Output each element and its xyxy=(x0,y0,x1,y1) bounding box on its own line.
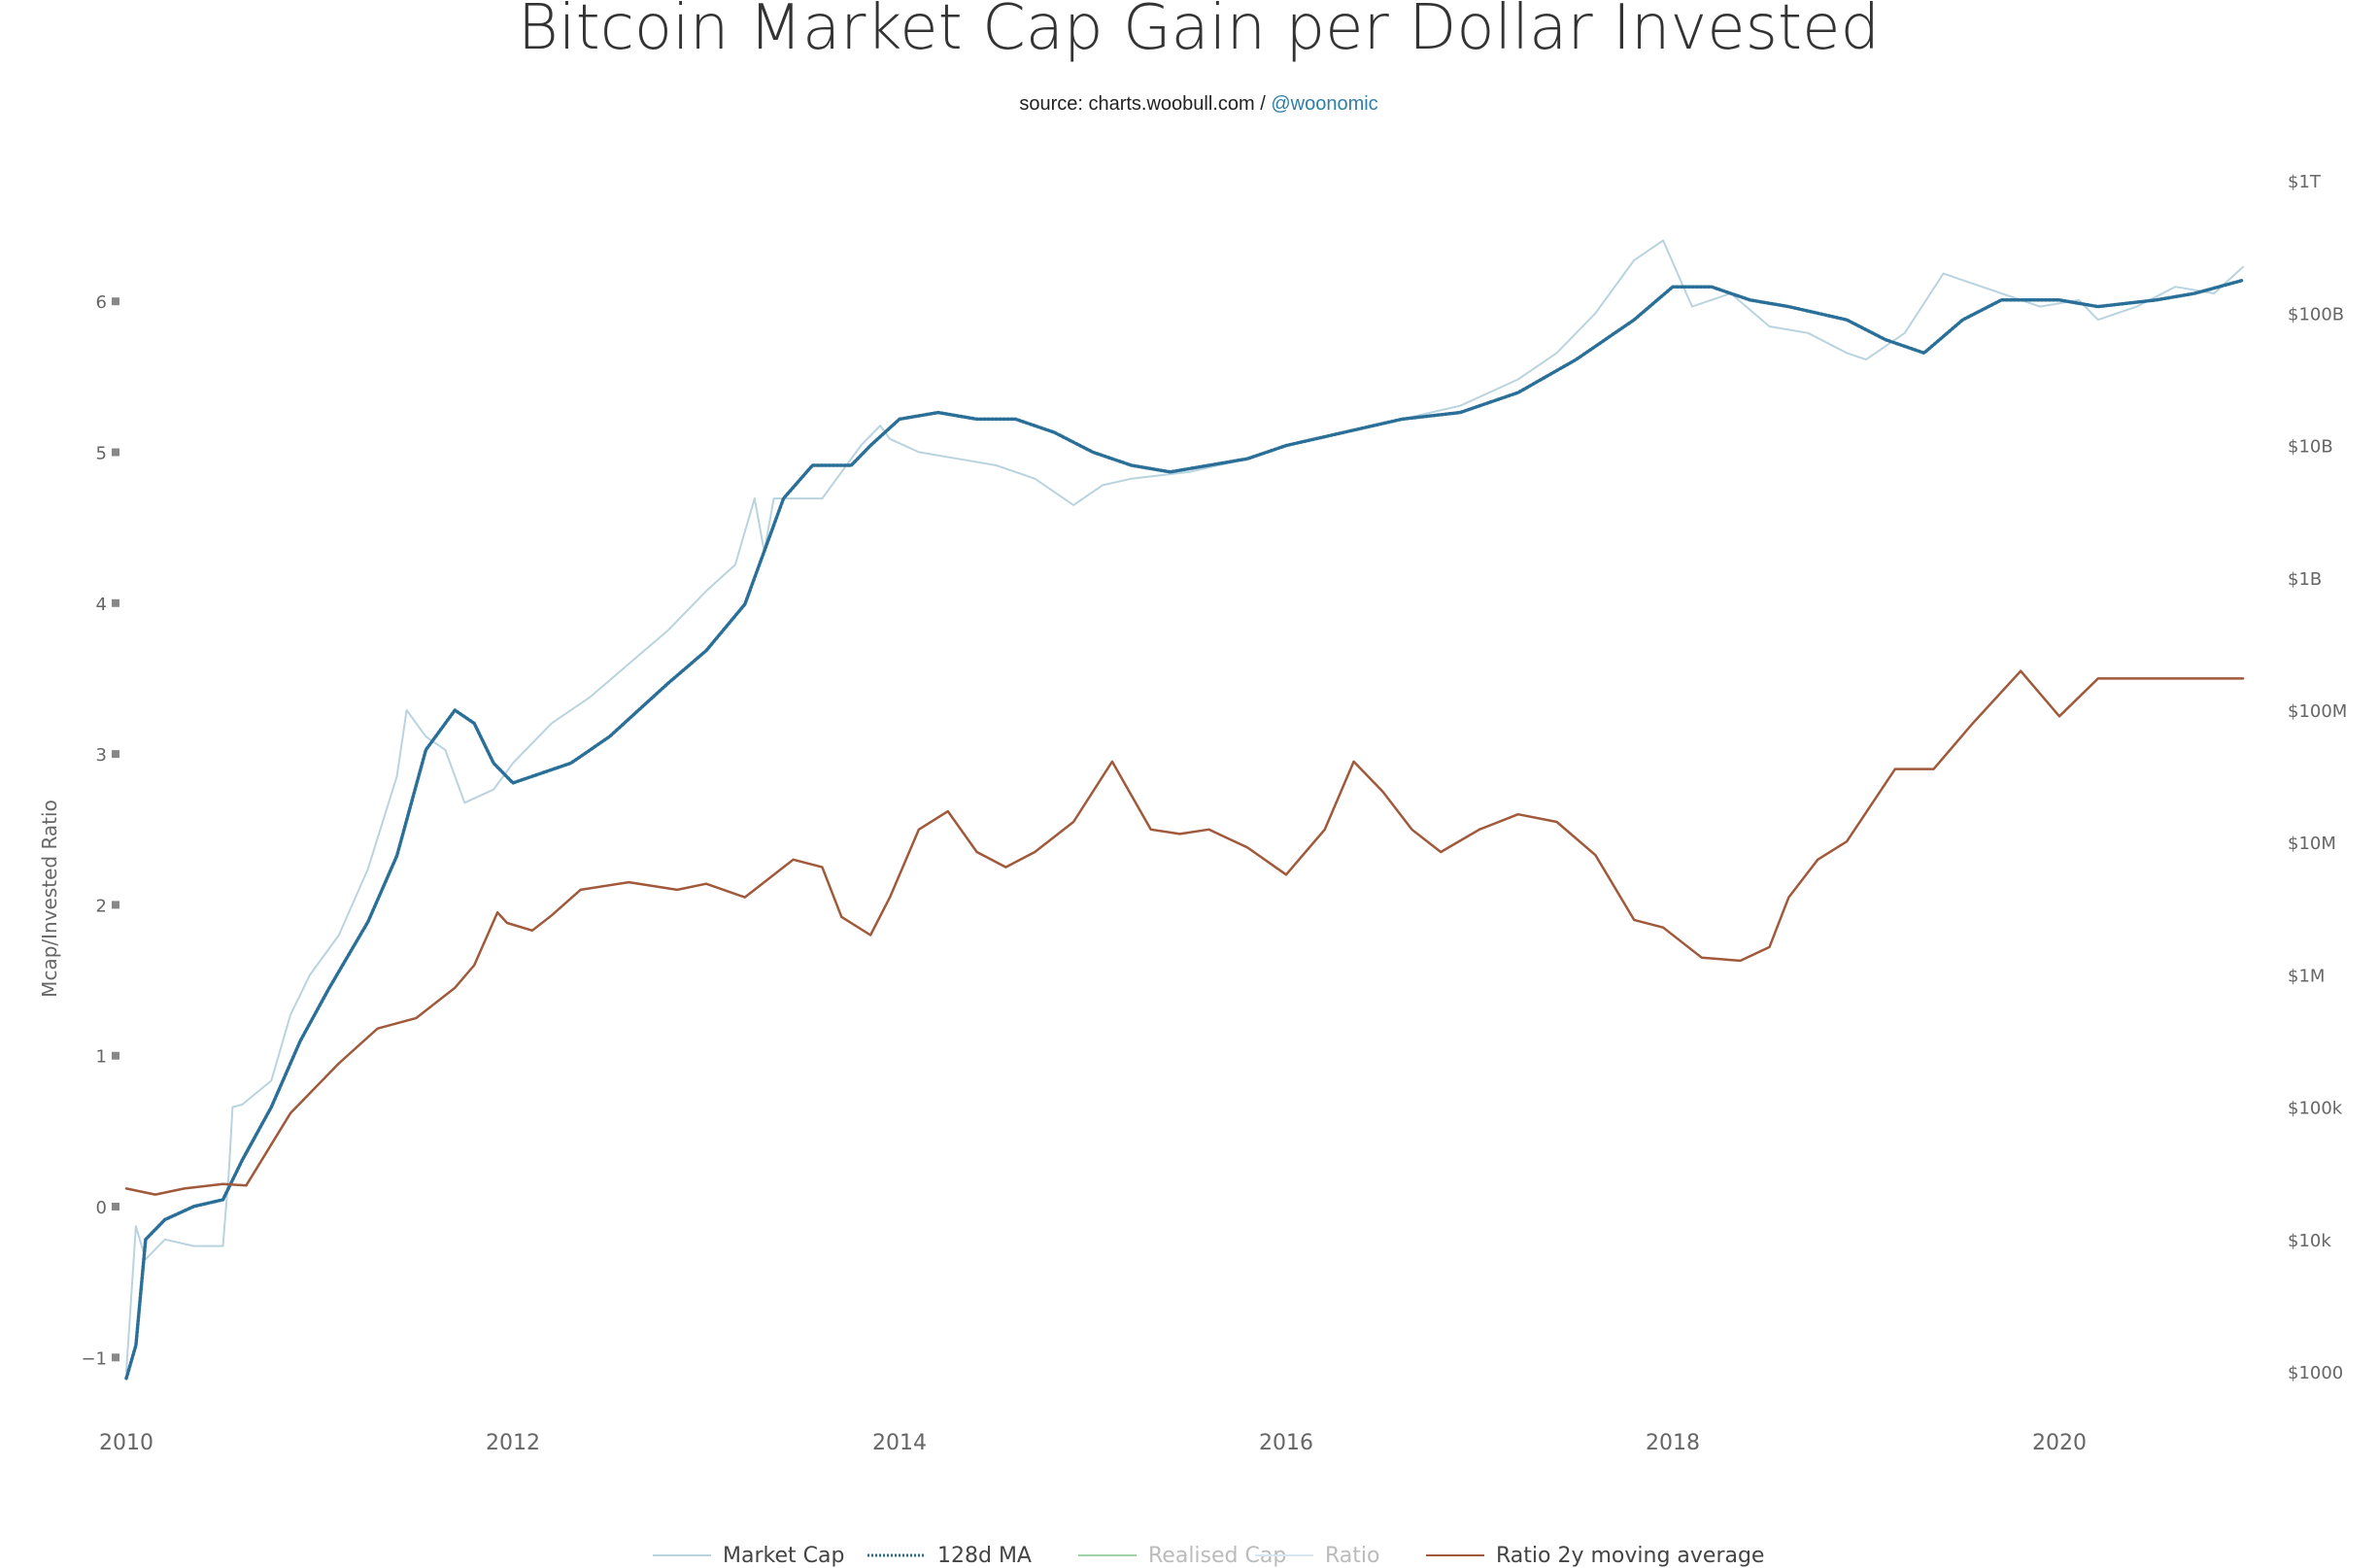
legend-label: 128d MA xyxy=(937,1544,1032,1568)
y-tick-mark xyxy=(112,1203,119,1210)
y2-tick-label: $100M xyxy=(2288,701,2347,722)
y2-tick-label: $10k xyxy=(2288,1231,2331,1251)
x-tick-label: 2010 xyxy=(99,1431,153,1455)
y-tick-mark xyxy=(112,598,119,607)
y-tick-label: 4 xyxy=(96,595,107,615)
legend-item-ma128[interactable]: 128d MA xyxy=(867,1544,1032,1568)
x-tick-label: 2020 xyxy=(2032,1431,2087,1455)
y-tick-mark xyxy=(112,750,119,759)
y-tick-mark xyxy=(112,448,119,457)
y2-tick-label: $1000 xyxy=(2288,1363,2343,1383)
y-tick-label: 1 xyxy=(96,1047,107,1068)
legend-item-ratio_2y[interactable]: Ratio 2y moving average xyxy=(1426,1544,1764,1568)
x-tick-label: 2016 xyxy=(1259,1431,1313,1455)
y2-tick-label: $100k xyxy=(2288,1099,2343,1119)
chart-subtitle: source: charts.woobull.com / @woonomic xyxy=(1019,93,1377,115)
series-line-ratio_2y xyxy=(124,669,2245,1196)
series-line-ma128 xyxy=(124,278,2245,1381)
series-line-market_cap xyxy=(125,239,2245,1373)
y-tick-label: 6 xyxy=(96,292,107,313)
x-tick-label: 2012 xyxy=(486,1431,540,1455)
y-tick-mark xyxy=(112,901,119,909)
y-tick-label: −1 xyxy=(81,1348,107,1369)
y2-tick-label: $1M xyxy=(2288,966,2325,986)
y-tick-mark xyxy=(112,1353,119,1362)
x-tick-label: 2018 xyxy=(1646,1431,1700,1455)
y-tick-mark xyxy=(112,1051,119,1060)
y2-tick-label: $10B xyxy=(2288,437,2333,458)
chart-title: Bitcoin Market Cap Gain per Dollar Inves… xyxy=(518,0,1880,64)
legend-item-market_cap[interactable]: Market Cap xyxy=(653,1544,844,1568)
y-tick-label: 0 xyxy=(96,1198,107,1218)
y2-tick-label: $1B xyxy=(2288,569,2322,590)
y-tick-label: 5 xyxy=(96,444,107,464)
y2-tick-label: $100B xyxy=(2288,304,2344,324)
y-tick-mark xyxy=(112,297,119,306)
legend-label: Ratio 2y moving average xyxy=(1496,1544,1764,1568)
subtitle-handle-link[interactable]: @woonomic xyxy=(1271,93,1377,115)
legend-label: Ratio xyxy=(1325,1544,1379,1568)
legend-item-ratio[interactable]: Ratio xyxy=(1255,1544,1379,1568)
y2-tick-label: $10M xyxy=(2288,834,2336,854)
y2-tick-label: $1T xyxy=(2288,172,2322,192)
plot-area: −1 0 1 2 3 4 5 6 $1T $100B $10B $1B $100M $10M $1M $100… xyxy=(81,172,2347,1455)
y-tick-label: 3 xyxy=(96,745,107,766)
y-tick-label: 2 xyxy=(96,896,107,916)
legend: Market Cap 128d MA Realised Cap Ratio Ratio … xyxy=(653,1544,1764,1568)
legend-label: Market Cap xyxy=(723,1544,844,1568)
subtitle-source: source: charts.woobull.com / xyxy=(1019,93,1271,115)
y-axis-label: Mcap/Invested Ratio xyxy=(38,800,61,998)
x-tick-label: 2014 xyxy=(872,1431,927,1455)
